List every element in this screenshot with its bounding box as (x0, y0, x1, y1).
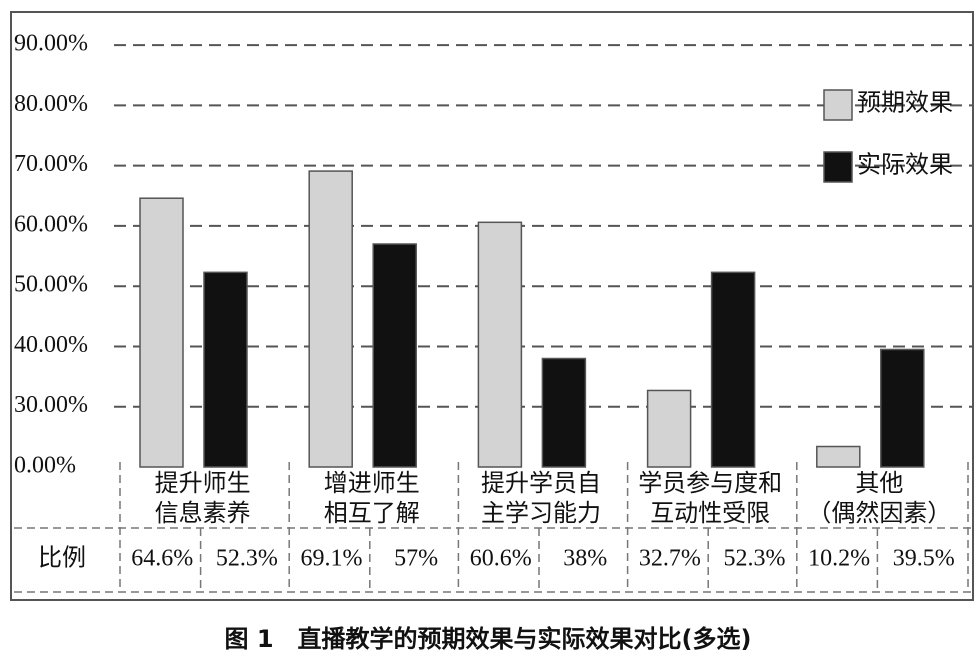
caption: 图 1 直播教学的预期效果与实际效果对比(多选) (225, 625, 752, 653)
bar (646, 389, 692, 468)
category-line: 信息素养 (155, 500, 251, 527)
category-line: 其他 (855, 470, 903, 497)
value-label: 52.3% (724, 546, 786, 572)
bar (710, 271, 756, 468)
y-tick-label: 60.00% (14, 211, 88, 237)
bar (139, 197, 184, 468)
value-label: 57% (394, 546, 438, 572)
legend-label: 预期效果 (857, 90, 953, 117)
bar (308, 170, 353, 468)
category-line: （偶然因素） (807, 500, 951, 527)
category-label: 提升师生信息素养 (155, 470, 251, 527)
bar (203, 271, 248, 468)
category-line: 提升师生 (155, 470, 251, 497)
value-label: 10.2% (808, 546, 870, 572)
category-label: 学员参与度和互动性受限 (638, 470, 782, 527)
bar (880, 348, 925, 468)
value-label: 52.3% (216, 546, 278, 572)
y-tick-label: 90.00% (14, 31, 88, 57)
y-tick-label: 0.00% (14, 453, 76, 479)
y-tick-label: 50.00% (14, 272, 88, 298)
category-label: 其他 （偶然因素） (807, 470, 951, 527)
value-label: 38% (563, 546, 607, 572)
y-tick-label: 30.00% (14, 392, 88, 418)
legend-swatch (823, 151, 853, 183)
legend-swatch (823, 89, 853, 121)
value-label: 69.1% (301, 546, 363, 572)
category-label: 增进师生相互了解 (324, 470, 420, 527)
category-line: 学员参与度和 (638, 470, 782, 497)
frame (10, 11, 974, 601)
legend-label: 实际效果 (857, 152, 953, 179)
y-tick-label: 80.00% (14, 91, 88, 117)
table-row-label: 比例 (38, 545, 86, 572)
value-label: 64.6% (131, 546, 193, 572)
bar (372, 243, 417, 468)
category-line: 增进师生 (324, 470, 420, 497)
bar (477, 221, 523, 468)
category-line: 提升学员自 (481, 470, 601, 497)
value-label: 39.5% (893, 546, 955, 572)
category-line: 互动性受限 (650, 500, 770, 527)
category-label: 提升学员自主学习能力 (481, 470, 601, 527)
bar (541, 357, 587, 468)
y-tick-label: 70.00% (14, 151, 88, 177)
category-line: 相互了解 (324, 500, 420, 527)
category-line: 主学习能力 (481, 500, 601, 527)
bar (816, 445, 861, 468)
value-label: 32.7% (639, 546, 701, 572)
value-label: 60.6% (470, 546, 532, 572)
y-tick-label: 40.00% (14, 332, 88, 358)
